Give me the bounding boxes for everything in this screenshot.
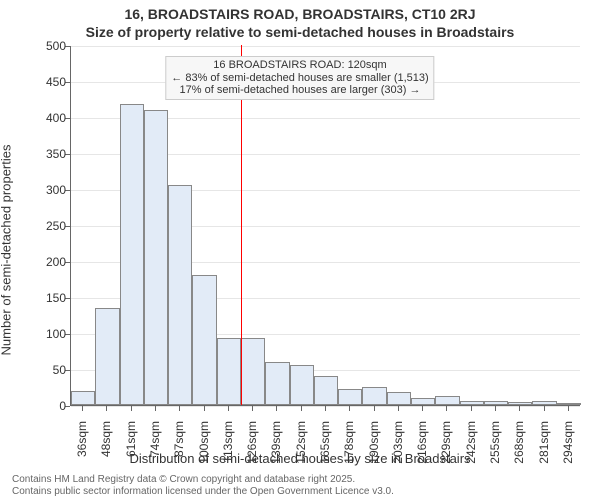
histogram-bar: [532, 401, 556, 405]
histogram-bar: [411, 398, 435, 405]
annotation-line-3: 17% of semi-detached houses are larger (…: [171, 84, 428, 97]
histogram-bar: [557, 403, 581, 405]
footer: Contains HM Land Registry data © Crown c…: [12, 474, 394, 497]
y-tick-label: 100: [46, 327, 66, 341]
histogram-bar: [362, 387, 386, 405]
histogram-bar: [460, 401, 484, 405]
title-subtitle: Size of property relative to semi-detach…: [0, 24, 600, 40]
footer-line-2: Contains public sector information licen…: [12, 486, 394, 498]
x-tick-mark: [544, 406, 545, 411]
x-tick-mark: [131, 406, 132, 411]
y-tick-label: 500: [46, 39, 66, 53]
x-tick-mark: [349, 406, 350, 411]
y-tick-label: 150: [46, 291, 66, 305]
histogram-bar: [241, 338, 265, 405]
histogram-bar: [192, 275, 216, 405]
chart-container: 16, BROADSTAIRS ROAD, BROADSTAIRS, CT10 …: [0, 0, 600, 500]
y-tick-label: 350: [46, 147, 66, 161]
y-tick-label: 200: [46, 255, 66, 269]
y-tick-label: 250: [46, 219, 66, 233]
x-tick-mark: [398, 406, 399, 411]
x-tick-mark: [568, 406, 569, 411]
y-axis-label: Number of semi-detached properties: [0, 145, 14, 356]
y-tick-label: 0: [59, 399, 66, 413]
plot-area: [70, 46, 580, 406]
histogram-bar: [338, 389, 362, 405]
x-tick-mark: [374, 406, 375, 411]
histogram-bar: [435, 396, 459, 405]
x-tick-mark: [471, 406, 472, 411]
x-tick-mark: [301, 406, 302, 411]
y-tick-label: 400: [46, 111, 66, 125]
x-tick-mark: [155, 406, 156, 411]
title-address: 16, BROADSTAIRS ROAD, BROADSTAIRS, CT10 …: [0, 6, 600, 22]
histogram-bar: [168, 185, 192, 405]
histogram-bar: [314, 376, 338, 405]
histogram-bar: [71, 391, 95, 405]
annotation-box: 16 BROADSTAIRS ROAD: 120sqm ← 83% of sem…: [165, 56, 434, 100]
histogram-bar: [508, 402, 532, 405]
footer-line-1: Contains HM Land Registry data © Crown c…: [12, 474, 394, 486]
x-tick-mark: [252, 406, 253, 411]
x-tick-mark: [519, 406, 520, 411]
x-tick-mark: [204, 406, 205, 411]
x-tick-mark: [422, 406, 423, 411]
histogram-bar: [95, 308, 119, 405]
annotation-line-1: 16 BROADSTAIRS ROAD: 120sqm: [171, 59, 428, 72]
histogram-bar: [120, 104, 144, 405]
x-tick-mark: [325, 406, 326, 411]
histogram-bar: [290, 365, 314, 405]
x-tick-mark: [228, 406, 229, 411]
y-tick-label: 450: [46, 75, 66, 89]
x-axis-label: Distribution of semi-detached houses by …: [0, 451, 600, 466]
histogram-bar: [217, 338, 241, 405]
x-tick-mark: [276, 406, 277, 411]
histogram-bar: [484, 401, 508, 405]
x-tick-mark: [106, 406, 107, 411]
histogram-bar: [144, 110, 168, 405]
x-tick-mark: [446, 406, 447, 411]
y-tick-label: 50: [53, 363, 66, 377]
gridline: [71, 46, 580, 47]
histogram-bar: [265, 362, 289, 405]
x-tick-mark: [179, 406, 180, 411]
annotation-line-2: ← 83% of semi-detached houses are smalle…: [171, 72, 428, 85]
x-tick-mark: [82, 406, 83, 411]
y-tick-label: 300: [46, 183, 66, 197]
histogram-bar: [387, 392, 411, 405]
x-tick-mark: [495, 406, 496, 411]
